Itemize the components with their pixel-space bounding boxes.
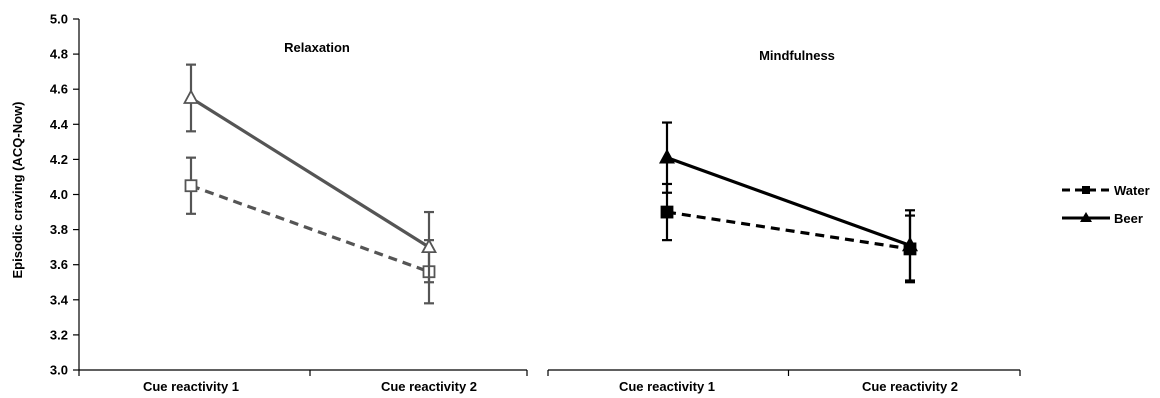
- legend-label-beer: Beer: [1114, 211, 1143, 226]
- data-point: [184, 179, 198, 193]
- y-tick-label: 3.6: [50, 257, 68, 272]
- y-tick-label: 3.2: [50, 327, 68, 342]
- panel-title: Relaxation: [284, 40, 350, 55]
- y-tick-label: 4.4: [50, 117, 69, 132]
- y-tick-label: 3.0: [50, 363, 68, 378]
- panels: Cue reactivity 1 Cue reactivity 2 Relaxati…: [78, 40, 1021, 394]
- series-line: [190, 96, 430, 249]
- y-tick-label: 5.0: [50, 12, 68, 27]
- legend-marker-beer: [1080, 212, 1092, 222]
- data-point: [658, 148, 676, 164]
- y-tick-label: 3.8: [50, 222, 68, 237]
- series-line: [190, 184, 430, 274]
- panel-title: Mindfulness: [759, 48, 835, 63]
- series-beer: [182, 63, 438, 284]
- y-tick-label: 4.8: [50, 47, 68, 62]
- y-tick-label: 4.0: [50, 187, 68, 202]
- series-water: [184, 156, 436, 305]
- legend: Water Beer: [1062, 183, 1150, 226]
- data-point: [660, 205, 674, 219]
- y-axis-label: Episodic craving (ACQ-Now): [10, 102, 25, 279]
- series-line: [666, 210, 911, 251]
- legend-label-water: Water: [1114, 183, 1150, 198]
- x-tick-label: Cue reactivity 2: [862, 379, 958, 394]
- legend-marker-water: [1082, 186, 1090, 194]
- data-point: [420, 238, 438, 254]
- panel-relaxation: Cue reactivity 1 Cue reactivity 2 Relaxati…: [78, 40, 528, 394]
- y-tick-label: 4.6: [50, 82, 68, 97]
- panel-mindfulness: Cue reactivity 1 Cue reactivity 2 Mindfuln…: [547, 48, 1021, 394]
- x-tick-label: Cue reactivity 1: [143, 379, 239, 394]
- y-tick-label: 3.4: [50, 292, 69, 307]
- series-line: [666, 156, 911, 247]
- series-beer: [658, 121, 919, 282]
- x-tick-label: Cue reactivity 2: [381, 379, 477, 394]
- y-tick-label: 4.2: [50, 152, 68, 167]
- y-axis: 3.0 3.2 3.4 3.6 3.8 4.0 4.2 4.4 4.6 4.8 5.0: [50, 12, 80, 378]
- x-tick-label: Cue reactivity 1: [619, 379, 715, 394]
- data-point: [901, 236, 919, 252]
- data-point: [182, 89, 200, 104]
